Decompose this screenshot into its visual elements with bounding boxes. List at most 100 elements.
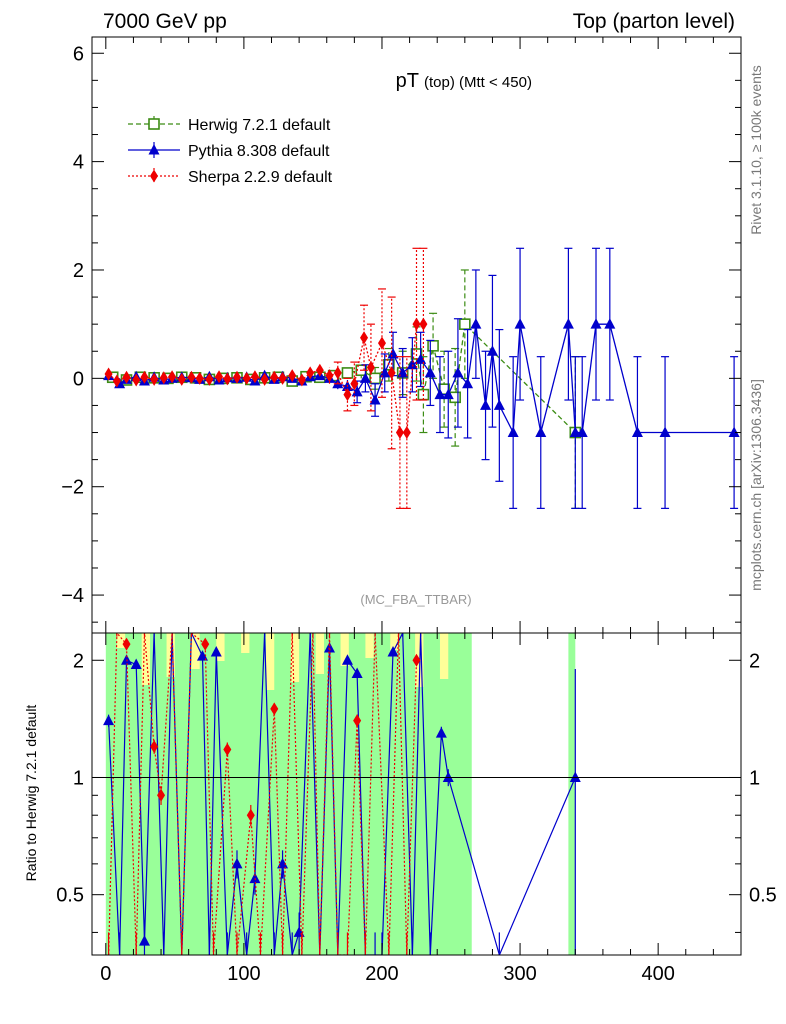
data-point [424, 366, 436, 378]
data-point [306, 366, 315, 380]
legend-entry: Sherpa 2.2.9 default [188, 169, 333, 186]
data-point [406, 358, 418, 370]
ratio-band-2sigma [439, 633, 449, 679]
data-point [395, 426, 404, 440]
data-point [590, 318, 602, 329]
ratio-point [157, 788, 166, 802]
ratio-point [442, 771, 454, 782]
ratio-y-tick-label-right: 0.5 [749, 885, 777, 907]
data-point [177, 372, 186, 386]
data-point [402, 426, 411, 440]
y-tick-label: 2 [73, 260, 84, 282]
ratio-point [223, 742, 232, 756]
y-tick-label: 0 [73, 368, 84, 390]
data-point [343, 388, 352, 402]
ratio-point [150, 740, 159, 754]
data-point [205, 372, 214, 386]
data-point [333, 366, 342, 380]
ratio-point [201, 637, 210, 651]
plot-title: pT [396, 70, 419, 92]
y-tick-label: −2 [61, 477, 84, 499]
ratio-point [130, 658, 142, 670]
data-point [631, 426, 643, 438]
data-point [112, 374, 121, 388]
data-point [462, 377, 474, 389]
ratio-band-2sigma [290, 633, 300, 682]
ratio-point [246, 808, 255, 822]
data-point [360, 331, 369, 345]
ratio-point [249, 872, 261, 884]
data-point [562, 318, 574, 329]
data-point [159, 371, 168, 385]
x-tick-label: 400 [641, 963, 674, 985]
data-point [387, 347, 399, 359]
ratio-point [196, 650, 208, 661]
data-point [369, 394, 381, 405]
ratio-point [122, 637, 131, 651]
ratio-uncertainty-bands [105, 633, 576, 955]
collision-label: 7000 GeV pp [103, 10, 227, 33]
data-point [359, 372, 371, 383]
ratio-point [351, 667, 363, 678]
data-point [419, 317, 428, 331]
data-point [434, 388, 446, 400]
data-point [232, 370, 241, 384]
data-point [569, 426, 581, 438]
data-point [215, 370, 224, 384]
data-point [377, 336, 386, 350]
data-point [366, 361, 375, 375]
data-point [379, 366, 391, 378]
x-tick-label: 100 [227, 963, 260, 985]
ratio-band-2sigma [141, 633, 150, 685]
rivet-version-label: Rivet 3.1.10, ≥ 100k events [748, 65, 764, 235]
ratio-y-tick-label: 1 [73, 767, 84, 789]
data-point [122, 370, 131, 384]
data-point [350, 377, 359, 391]
data-point [452, 366, 464, 378]
y-tick-label: 4 [73, 152, 84, 174]
data-point [223, 372, 232, 386]
y-tick-label: 6 [73, 43, 84, 65]
legend-marker [150, 169, 158, 183]
ratio-point [353, 714, 362, 728]
ratio-series-line-0 [108, 633, 576, 955]
data-point [168, 370, 177, 384]
legend-marker [148, 118, 160, 130]
data-point [187, 370, 196, 384]
data-point [369, 372, 381, 385]
data-point [250, 370, 259, 384]
data-point [341, 367, 354, 379]
data-point [493, 399, 505, 410]
ratio-point [569, 771, 581, 782]
data-point [480, 399, 492, 410]
data-point [132, 373, 141, 387]
data-point [140, 370, 149, 384]
ratio-point [341, 654, 353, 665]
ratio-y-tick-label-right: 1 [749, 767, 760, 789]
process-label: Top (parton level) [573, 10, 735, 33]
data-point [659, 426, 671, 438]
data-point [442, 388, 454, 400]
ratio-y-tick-label: 0.5 [56, 885, 84, 907]
ratio-band-2sigma [265, 633, 275, 690]
plot-subtitle: (top) (Mtt < 450) [424, 74, 532, 91]
x-tick-label: 300 [503, 963, 536, 985]
ratio-band-2sigma [390, 633, 399, 650]
data-point [427, 340, 439, 352]
data-point [315, 363, 324, 377]
data-point [242, 371, 251, 385]
data-point [470, 318, 482, 329]
ratio-point [412, 653, 421, 667]
data-point [104, 367, 113, 381]
ratio-point [270, 702, 279, 716]
analysis-tag: (MC_FBA_TTBAR) [360, 592, 471, 607]
ratio-band-1sigma [568, 633, 576, 955]
ratio-axis-label: Ratio to Herwig 7.2.1 default [23, 705, 39, 882]
ratio-frame [91, 632, 742, 956]
ratio-point [210, 646, 222, 657]
data-point [535, 426, 547, 438]
data-point [270, 370, 279, 384]
data-point [507, 426, 519, 438]
ratio-point [138, 935, 150, 946]
ratio-band-2sigma [365, 633, 374, 658]
